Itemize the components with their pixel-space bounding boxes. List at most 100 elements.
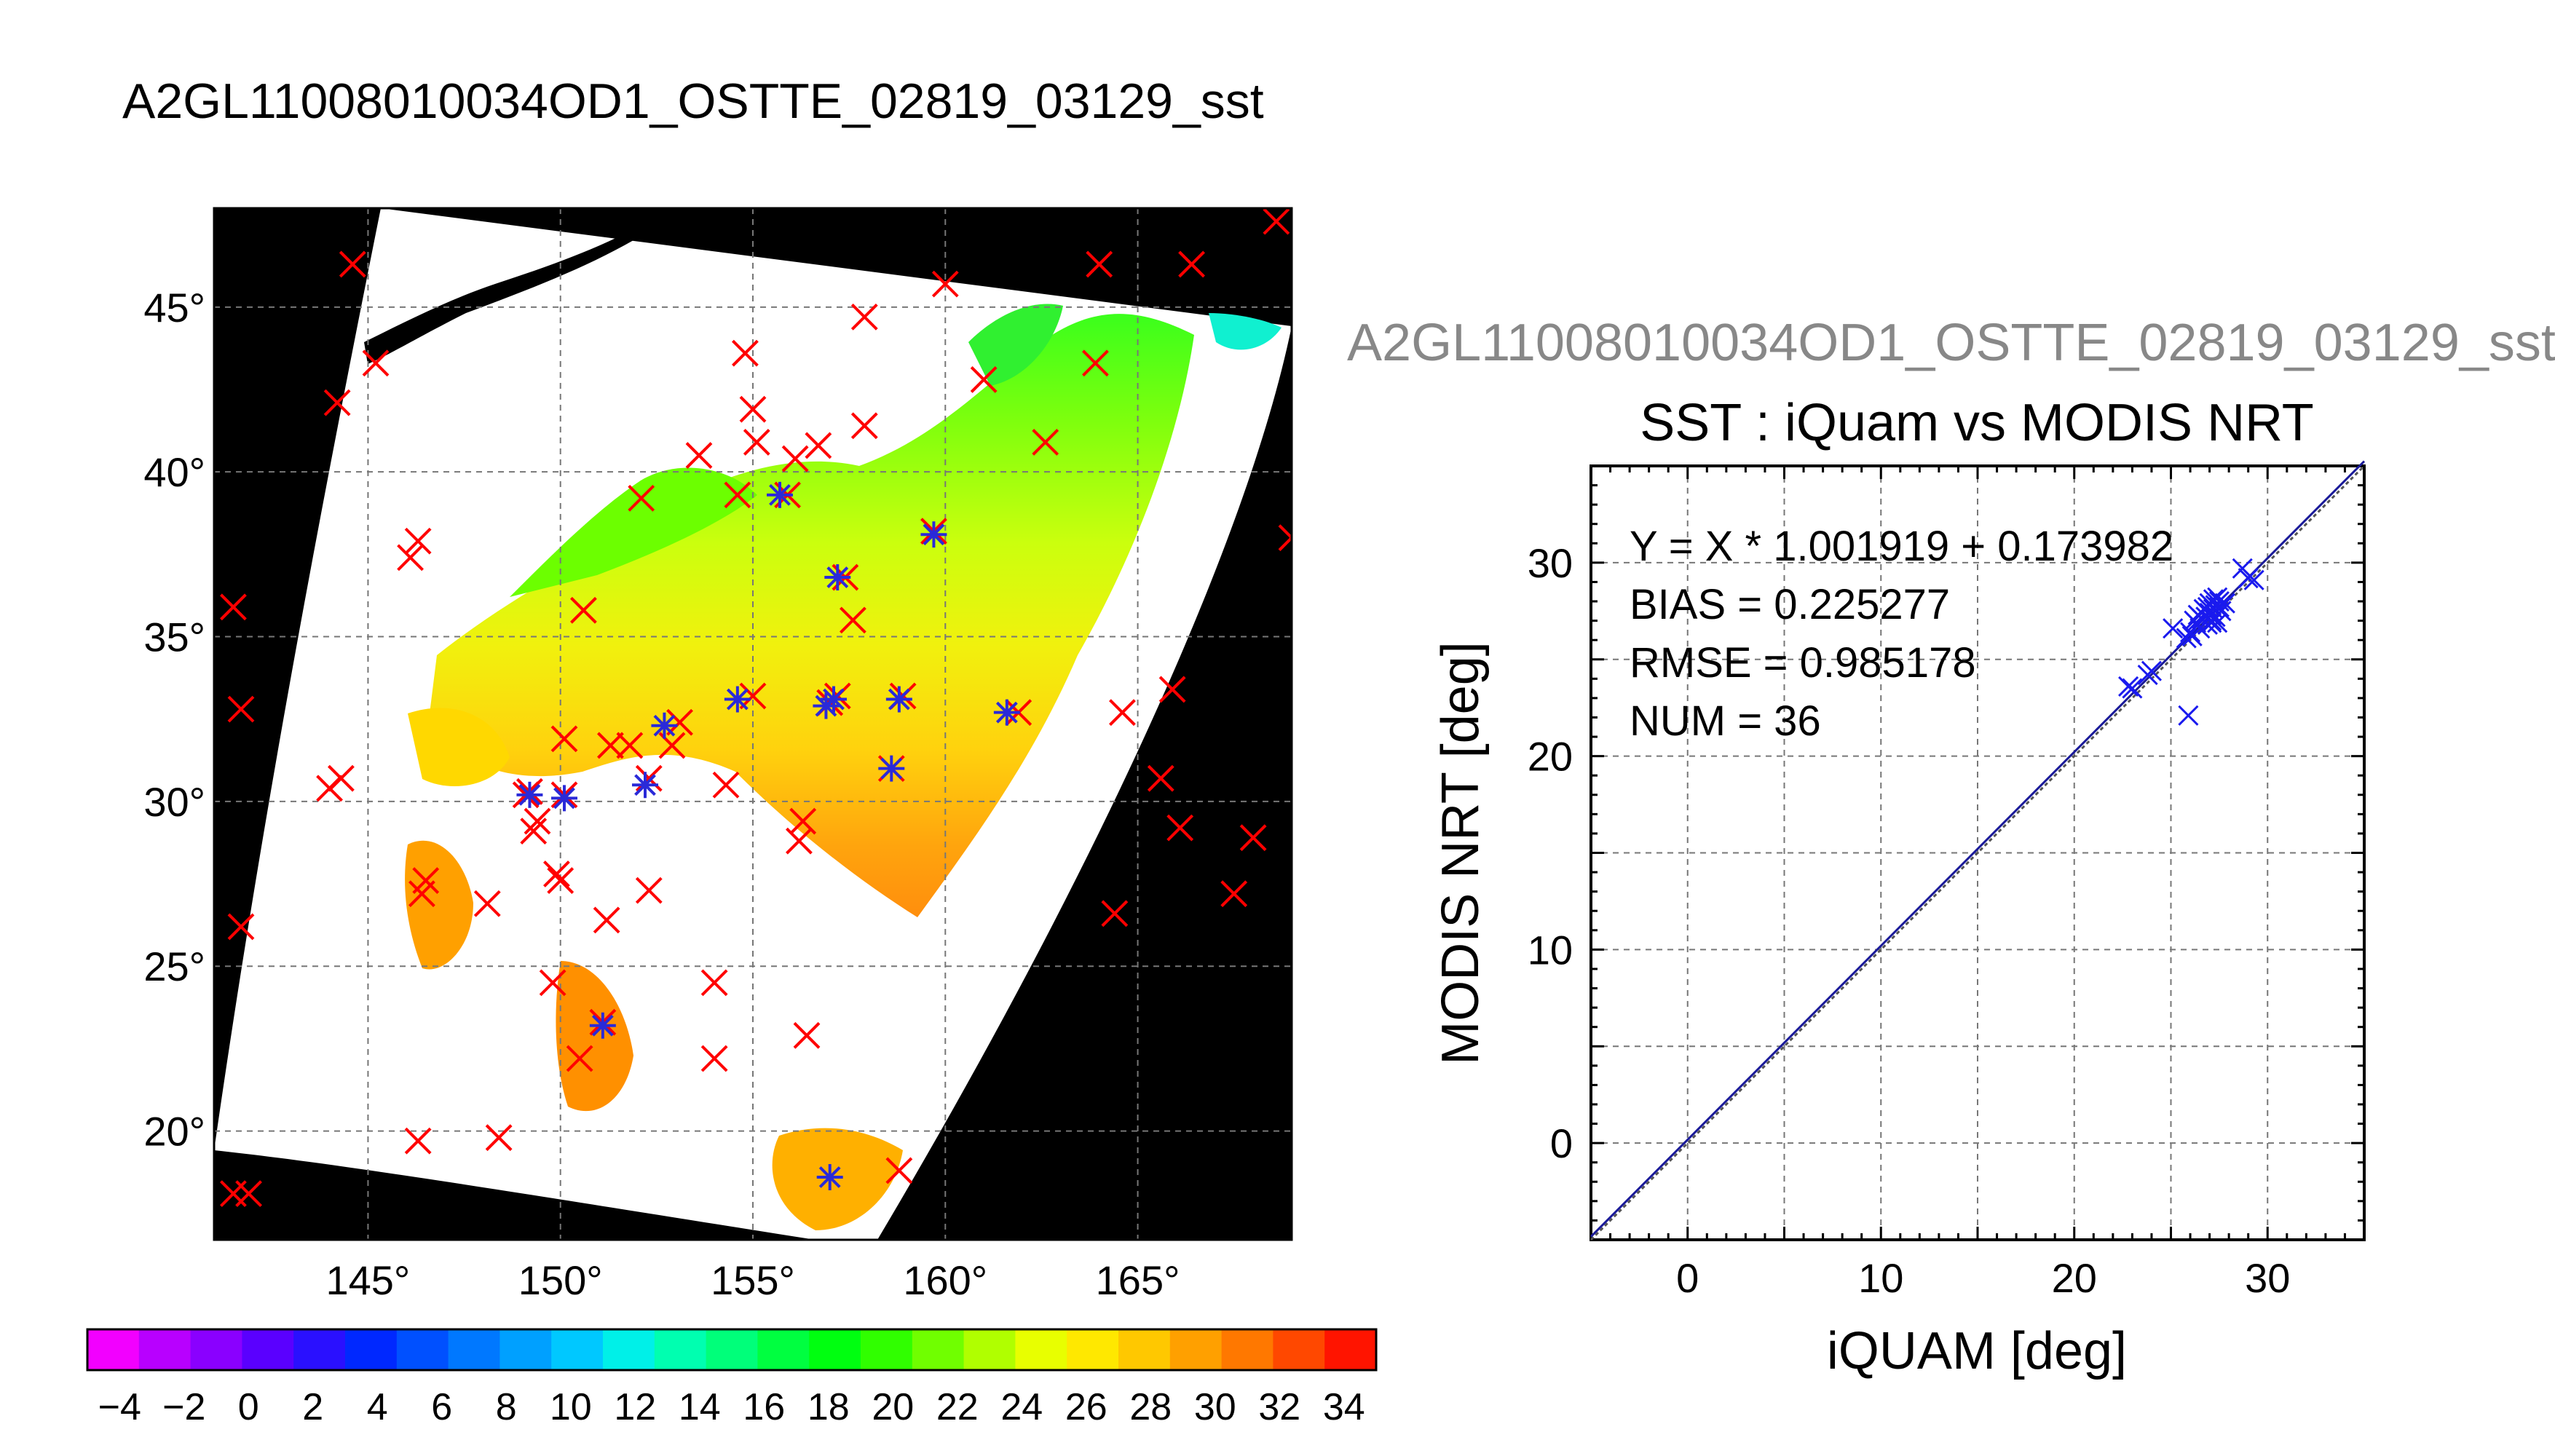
colorbar-segment [1015, 1329, 1067, 1370]
matchup-marker [570, 596, 597, 624]
colorbar-tick-label: 6 [431, 1386, 452, 1428]
colorbar-tick-label: 30 [1194, 1386, 1236, 1428]
used-matchup-marker [920, 521, 947, 548]
colorbar-segment [1221, 1329, 1273, 1370]
colorbar-segment [809, 1329, 861, 1370]
sst-patch-main [430, 314, 1194, 917]
used-matchup-marker [651, 712, 678, 739]
colorbar-tick-label: 24 [1000, 1386, 1043, 1428]
colorbar-segment [757, 1329, 810, 1370]
colorbar-segment [861, 1329, 913, 1370]
used-matchup-marker [724, 686, 751, 713]
matchup-marker [712, 771, 740, 799]
colorbar-tick-label: 14 [679, 1386, 721, 1428]
scatter-panel [1590, 460, 2366, 1241]
matchup-marker [485, 1124, 513, 1152]
bias-label: BIAS = 0.225277 [1630, 581, 1950, 628]
map-x-tick-label: 155° [711, 1257, 795, 1303]
matchup-marker [781, 445, 809, 472]
used-matchup-marker [632, 772, 658, 799]
matchup-marker [1032, 429, 1059, 456]
used-matchup-marker [516, 781, 543, 808]
scatter-point [2238, 568, 2259, 589]
colorbar-segment [1067, 1329, 1119, 1370]
matchup-marker [1086, 250, 1113, 278]
matchup-marker [700, 1045, 728, 1072]
matchup-marker [743, 429, 770, 456]
matchup-marker [850, 303, 878, 331]
matchup-marker [593, 906, 620, 934]
scatter-annotations: Y = X * 1.001919 + 0.173982 BIAS = 0.225… [1630, 523, 2173, 745]
map-frame [213, 207, 1293, 1241]
colorbar-segment [551, 1329, 604, 1370]
colorbar-segment [1324, 1329, 1377, 1370]
matchup-marker [724, 481, 751, 509]
map-panel [214, 208, 1292, 1240]
colorbar-tick-label: 22 [936, 1386, 979, 1428]
used-matchup-marker [885, 686, 912, 713]
scatter-point [2141, 660, 2163, 681]
used-matchup-marker [993, 699, 1020, 726]
scatter-y-tick-labels: 0 10 20 30 [1528, 540, 1573, 1166]
colorbar-segment [912, 1329, 965, 1370]
colorbar-tick-label: −2 [162, 1386, 205, 1428]
matchup-marker [840, 606, 866, 634]
matchup-marker [885, 1157, 913, 1184]
colorbar-tick-label: 28 [1129, 1386, 1172, 1428]
matchup-marker [566, 1045, 593, 1072]
regression-equation: Y = X * 1.001919 + 0.173982 [1630, 523, 2173, 570]
matchup-marker [732, 339, 759, 367]
scatter-title: SST : iQuam vs MODIS NRT [1640, 394, 2314, 452]
matchup-marker [1166, 814, 1194, 842]
matchup-marker [635, 877, 663, 904]
scatter-point [2185, 612, 2207, 633]
matchup-marker [739, 395, 767, 423]
used-matchup-marker [589, 1012, 616, 1039]
matchup-marker [339, 250, 366, 278]
matchup-marker [1147, 764, 1174, 792]
scatter-lines [1590, 460, 2366, 1241]
colorbar-segment [706, 1329, 758, 1370]
land-coast [364, 233, 633, 364]
scatter-x-tick-label: 20 [2052, 1255, 2097, 1301]
colorbar-segment [603, 1329, 655, 1370]
matchup-marker [1082, 349, 1109, 377]
matchup-marker [520, 818, 548, 845]
scatter-x-tick-label: 0 [1676, 1255, 1699, 1301]
colorbar-segment [242, 1329, 294, 1370]
matchup-marker [793, 1021, 821, 1049]
colorbar-segment [963, 1329, 1016, 1370]
colorbar-segment [499, 1329, 552, 1370]
matchup-marker [685, 442, 713, 469]
colorbar-tick-label: 0 [238, 1386, 259, 1428]
matchup-marker [543, 860, 570, 887]
scatter-grid [1590, 464, 2366, 1241]
matchup-marker [789, 807, 817, 835]
matchup-marker [635, 764, 663, 792]
num-label: NUM = 36 [1630, 697, 1821, 745]
colorbar-tick-label: 2 [302, 1386, 323, 1428]
matchup-marker [1101, 900, 1129, 927]
colorbar-tick-label: 20 [872, 1386, 914, 1428]
map-x-tick-label: 145° [326, 1257, 411, 1303]
used-matchup-marker [821, 686, 847, 713]
colorbar-segment [138, 1329, 191, 1370]
colorbar-segment [190, 1329, 242, 1370]
colorbar-segment [293, 1329, 346, 1370]
sst-patch-cyan [1209, 313, 1282, 350]
matchup-marker [1109, 699, 1136, 727]
colorbar-tick-labels: −4 −2 0 2 4 6 8 10 12 14 16 18 20 22 24 26 28 30 32 34 [98, 1386, 1365, 1428]
colorbar-tick-label: 4 [367, 1386, 388, 1428]
used-matchup-marker [551, 785, 577, 812]
colorbar-tick-label: −4 [98, 1386, 141, 1428]
matchup-marker [1220, 880, 1248, 908]
map-markers [220, 208, 1292, 1208]
matchup-marker [1158, 676, 1186, 703]
matchup-marker [597, 732, 624, 759]
colorbar-segment [1273, 1329, 1325, 1370]
colorbar [86, 1328, 1378, 1372]
matchup-marker [227, 913, 255, 941]
map-y-tick-label: 45° [143, 285, 205, 331]
sst-patch-south-b [556, 961, 633, 1112]
sst-patch-south-c [772, 1128, 903, 1230]
